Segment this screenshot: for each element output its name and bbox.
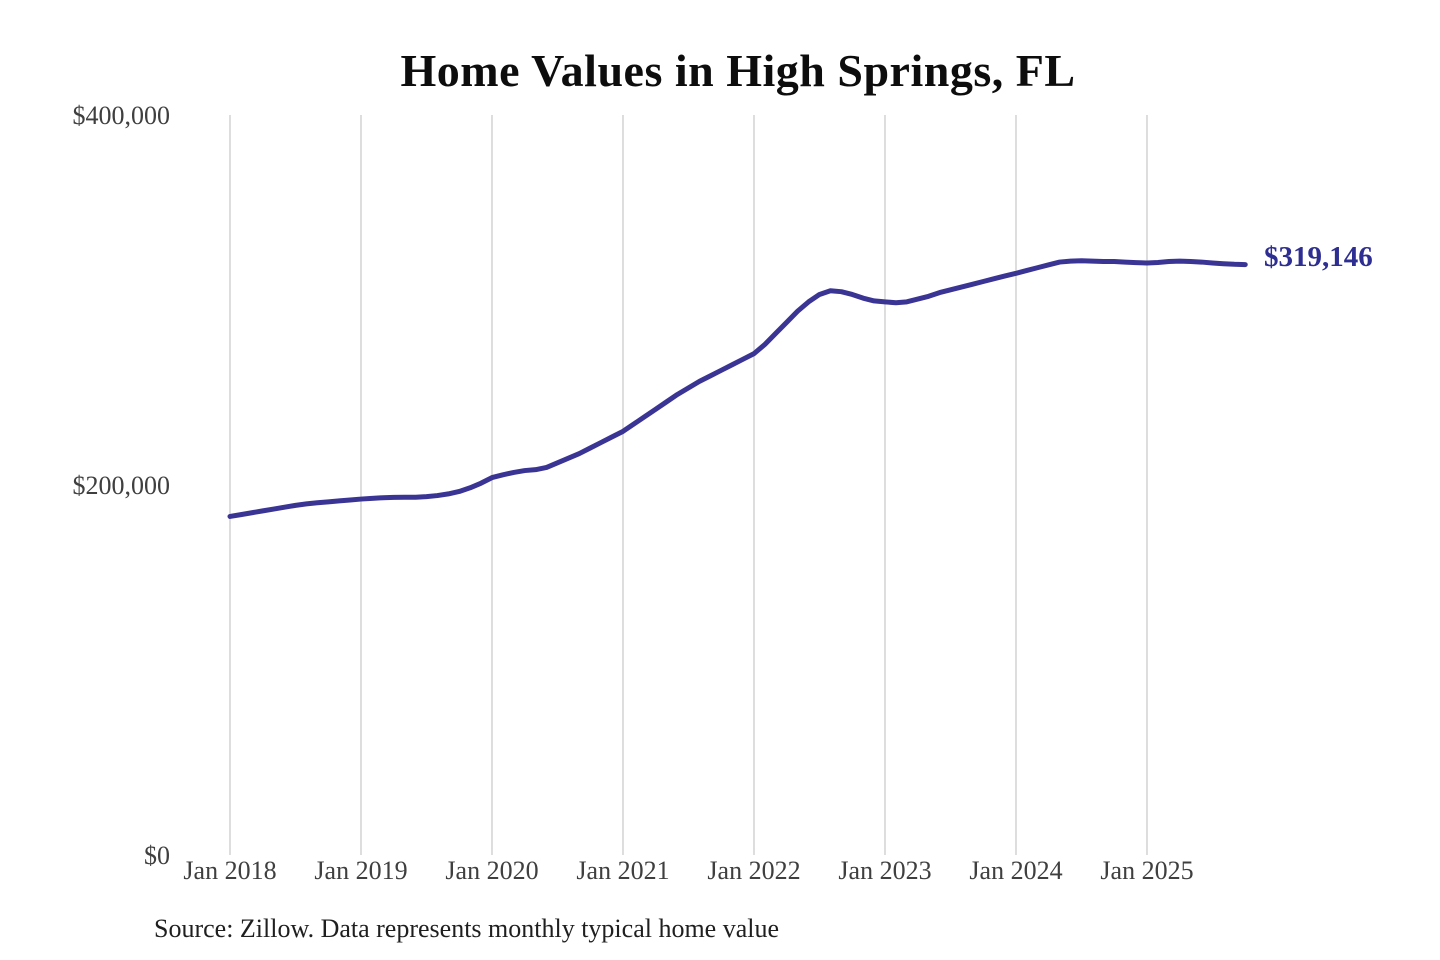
x-axis-tick-jan-2018: Jan 2018 — [183, 856, 277, 885]
x-axis-tick-jan-2021: Jan 2021 — [576, 856, 670, 885]
x-axis-tick-jan-2024: Jan 2024 — [969, 856, 1063, 885]
y-axis-tick-0: $0 — [144, 841, 170, 870]
source-note: Source: Zillow. Data represents monthly … — [154, 914, 780, 943]
x-axis-tick-jan-2020: Jan 2020 — [445, 856, 539, 885]
x-axis-tick-jan-2022: Jan 2022 — [707, 856, 801, 885]
x-axis-tick-jan-2025: Jan 2025 — [1100, 856, 1194, 885]
chart-title: Home Values in High Springs, FL — [400, 45, 1076, 96]
home-value-line — [227, 258, 1248, 519]
y-axis-tick-400000: $400,000 — [72, 101, 171, 130]
x-axis-tick-jan-2023: Jan 2023 — [838, 856, 932, 885]
y-axis-tick-200000: $200,000 — [72, 471, 171, 500]
x-axis-tick-jan-2019: Jan 2019 — [314, 856, 408, 885]
latest-value-label: $319,146 — [1264, 241, 1373, 273]
